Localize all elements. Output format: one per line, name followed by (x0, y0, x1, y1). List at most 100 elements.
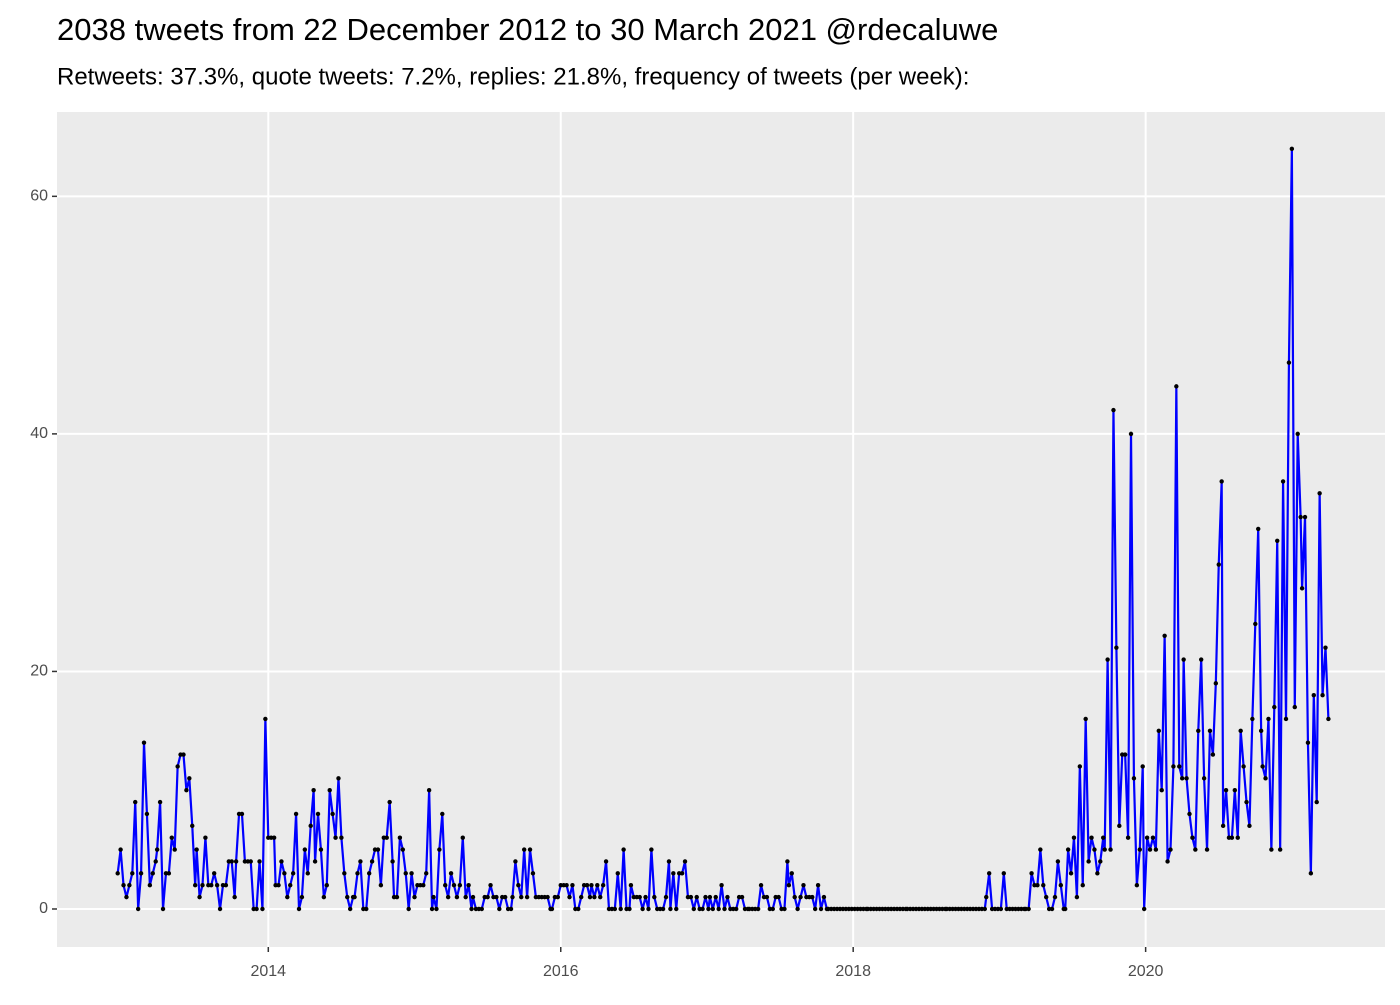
data-point (527, 847, 533, 852)
data-point (308, 823, 313, 829)
data-point (1320, 692, 1325, 698)
data-point (214, 883, 220, 888)
data-point (1220, 823, 1226, 829)
data-point (121, 883, 126, 888)
data-point (1159, 788, 1164, 793)
data-point (378, 883, 384, 888)
data-point (130, 871, 135, 876)
data-point (352, 894, 357, 900)
data-point (666, 859, 672, 864)
data-point (570, 883, 575, 888)
data-point (785, 859, 790, 864)
data-point (412, 894, 417, 900)
data-point (197, 894, 202, 900)
data-point (801, 883, 806, 888)
data-point (812, 906, 818, 912)
data-point (1153, 847, 1159, 852)
data-point (776, 894, 781, 900)
data-point (1080, 883, 1085, 888)
data-point (1263, 776, 1268, 781)
data-point (1223, 788, 1229, 793)
data-point (815, 883, 821, 888)
data-point (516, 883, 521, 888)
data-point (579, 894, 584, 900)
data-point (1162, 633, 1167, 639)
data-point (598, 894, 603, 900)
data-point (358, 859, 363, 864)
data-point (1179, 776, 1185, 781)
y-tick-label: 20 (30, 663, 48, 680)
data-point (1128, 431, 1134, 437)
data-point (671, 871, 676, 876)
data-point (688, 894, 694, 900)
data-point (782, 906, 787, 912)
data-point (1201, 776, 1207, 781)
data-point (1041, 883, 1046, 888)
data-point (305, 871, 310, 876)
data-point (510, 894, 515, 900)
data-point (1105, 657, 1110, 662)
data-point (734, 906, 739, 912)
data-point (1117, 823, 1122, 829)
data-point (239, 811, 245, 817)
data-point (1286, 360, 1292, 365)
data-point (1253, 621, 1258, 627)
data-point (1165, 859, 1170, 864)
data-point (271, 835, 277, 840)
data-point (1269, 847, 1274, 852)
data-point (555, 894, 561, 900)
data-point (576, 906, 581, 912)
data-point (643, 894, 648, 900)
data-point (429, 906, 435, 912)
data-point (463, 894, 468, 900)
data-point (1238, 728, 1243, 734)
data-point (1244, 799, 1249, 805)
data-point (1260, 764, 1265, 769)
data-point (998, 906, 1004, 912)
data-point (1035, 883, 1040, 888)
data-point (986, 871, 992, 876)
data-point (470, 894, 476, 900)
data-point (1280, 479, 1286, 484)
data-point (327, 788, 332, 793)
data-point (233, 859, 239, 864)
data-point (144, 811, 150, 817)
data-point (375, 847, 381, 852)
data-point (445, 894, 451, 900)
data-point (431, 894, 436, 900)
data-point (311, 788, 316, 793)
data-point (1141, 906, 1147, 912)
data-point (758, 883, 764, 888)
data-point (1102, 847, 1107, 852)
data-point (764, 894, 770, 900)
data-point (1232, 788, 1238, 793)
data-point (627, 906, 632, 912)
data-point (1277, 847, 1283, 852)
data-point (1150, 835, 1156, 840)
data-point (1147, 847, 1153, 852)
data-point (1193, 847, 1198, 852)
data-point (1177, 764, 1182, 769)
data-point (1229, 835, 1235, 840)
data-point (366, 871, 372, 876)
data-point (1168, 847, 1173, 852)
data-point (739, 894, 745, 900)
data-point (299, 894, 305, 900)
data-point (615, 871, 620, 876)
data-point (545, 894, 550, 900)
data-point (479, 906, 484, 912)
data-point (181, 752, 186, 757)
data-point (1308, 871, 1314, 876)
data-point (1131, 776, 1137, 781)
data-point (160, 906, 166, 912)
data-point (194, 847, 199, 852)
data-point (1184, 776, 1189, 781)
x-tick-label: 2018 (835, 963, 871, 980)
data-point (603, 859, 609, 864)
data-point (488, 883, 493, 888)
data-point (649, 847, 654, 852)
data-point (424, 871, 429, 876)
data-point (469, 906, 474, 912)
data-point (1190, 835, 1195, 840)
